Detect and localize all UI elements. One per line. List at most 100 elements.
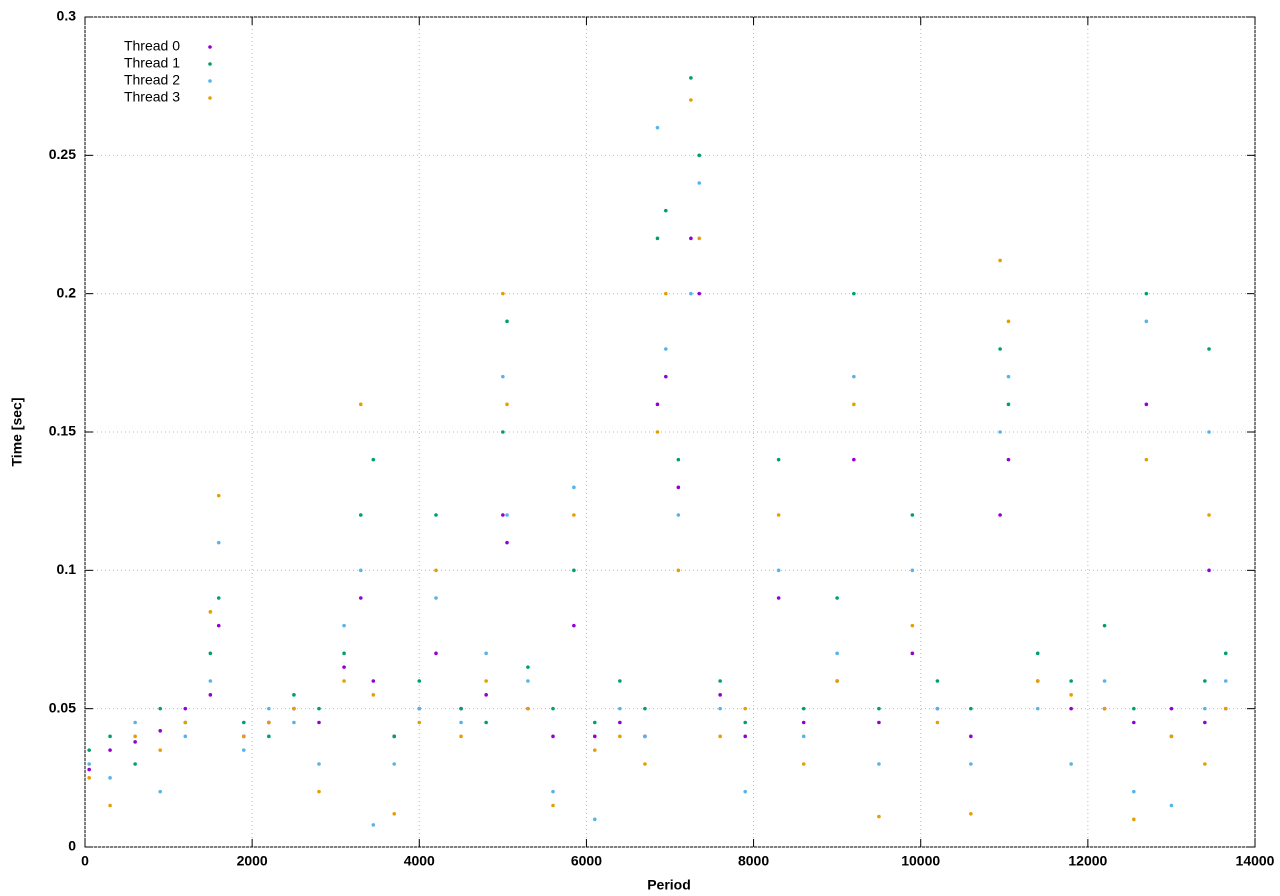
point [655, 236, 660, 241]
point [969, 812, 973, 816]
point [592, 817, 597, 822]
legend-marker [208, 96, 212, 100]
point [718, 693, 722, 697]
point [718, 706, 722, 711]
point [910, 568, 915, 573]
x-axis-label: Period [647, 877, 691, 893]
point [267, 734, 271, 739]
legend-marker [208, 79, 212, 83]
point [572, 485, 576, 490]
x-tick-label: 8000 [738, 853, 769, 869]
point [676, 457, 681, 462]
point [1069, 706, 1073, 711]
point [776, 513, 781, 517]
point [935, 706, 940, 711]
point [183, 706, 188, 711]
point [208, 651, 213, 656]
point [935, 720, 940, 725]
point [133, 740, 137, 744]
point [484, 693, 488, 697]
legend-label: Thread 3 [124, 89, 180, 105]
point [434, 651, 438, 656]
point [1144, 291, 1149, 296]
point [317, 720, 321, 725]
point [676, 513, 681, 517]
point [1006, 402, 1011, 407]
x-tick-label: 10000 [901, 853, 940, 869]
x-tick-label: 2000 [237, 853, 268, 869]
point [1223, 651, 1228, 656]
point [1207, 347, 1211, 351]
point [108, 803, 112, 808]
point [87, 762, 91, 766]
point [183, 720, 188, 725]
point [267, 720, 271, 725]
point [216, 623, 221, 628]
point [697, 153, 702, 158]
legend-label: Thread 2 [124, 72, 180, 88]
x-tick-label: 4000 [404, 853, 435, 869]
point [664, 347, 668, 351]
y-tick-label: 0.3 [57, 8, 77, 24]
point [292, 720, 296, 725]
point [655, 430, 660, 434]
point [643, 762, 647, 766]
point [655, 402, 660, 407]
point [1035, 706, 1040, 711]
point [935, 679, 940, 683]
point [392, 734, 397, 739]
x-tick-label: 0 [81, 853, 89, 869]
point [592, 748, 597, 752]
point [216, 540, 221, 545]
point [392, 762, 397, 766]
point [241, 748, 246, 752]
point [998, 347, 1002, 351]
point [434, 596, 438, 600]
point [664, 374, 668, 379]
point [1203, 679, 1207, 683]
point [1132, 789, 1136, 794]
y-tick-label: 0.25 [49, 146, 76, 162]
point [484, 651, 488, 656]
point [572, 568, 576, 573]
point [1069, 693, 1073, 697]
point [358, 402, 363, 407]
point [1203, 706, 1207, 711]
point [689, 291, 693, 296]
point [835, 651, 839, 656]
point [676, 485, 681, 490]
point [697, 181, 702, 185]
y-tick-label: 0.2 [57, 284, 77, 300]
point [1223, 679, 1228, 683]
point [108, 748, 112, 752]
point [1169, 803, 1174, 808]
point [743, 706, 748, 711]
point [572, 623, 576, 628]
point [1223, 706, 1228, 711]
point [1203, 762, 1207, 766]
point [505, 319, 509, 324]
point [1207, 513, 1211, 517]
point [1069, 762, 1073, 766]
point [998, 430, 1002, 434]
point [655, 125, 660, 130]
legend-marker [208, 62, 212, 66]
point [689, 98, 693, 102]
point [208, 679, 213, 683]
point [910, 623, 915, 628]
point [743, 720, 748, 725]
point [158, 789, 163, 794]
point [551, 734, 555, 739]
point [241, 734, 246, 739]
point [342, 679, 346, 683]
point [133, 734, 137, 739]
point [342, 651, 346, 656]
point [392, 812, 397, 816]
point [183, 734, 188, 739]
point [969, 734, 973, 739]
point [133, 720, 137, 725]
point [676, 568, 681, 573]
point [1006, 374, 1011, 379]
point [1207, 568, 1211, 573]
